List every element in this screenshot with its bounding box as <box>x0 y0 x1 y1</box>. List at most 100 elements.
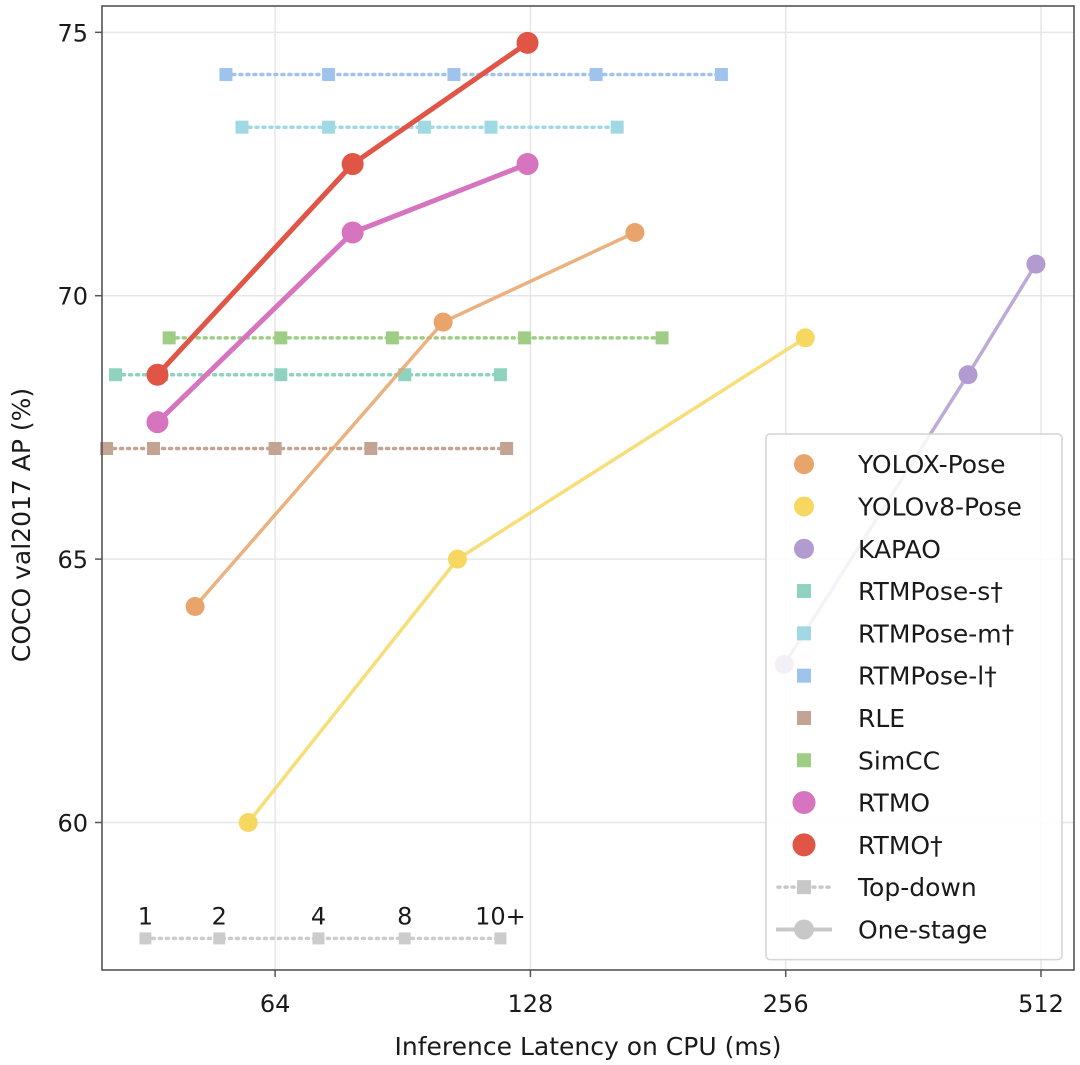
x-tick-label: 64 <box>260 990 291 1018</box>
series-line <box>155 40 529 377</box>
series-layer <box>100 31 1046 833</box>
legend-marker <box>797 626 811 641</box>
legend-item-rtmpose-l-dagger: RTMPose-l† <box>797 662 997 691</box>
legend-label: RTMPose-m† <box>858 619 1014 648</box>
legend-marker <box>797 753 811 768</box>
data-point <box>235 120 249 134</box>
legend-label: One-stage <box>858 915 987 944</box>
series-rtmo <box>146 153 539 434</box>
data-point <box>795 328 815 348</box>
batch-size-marker <box>398 932 411 945</box>
series-simcc <box>162 331 669 345</box>
plot-frame <box>101 5 1075 971</box>
legend-box <box>765 433 1063 961</box>
legend-label: RTMPose-l† <box>858 662 997 691</box>
data-point <box>146 441 160 455</box>
data-point <box>447 67 461 81</box>
data-point <box>274 368 288 382</box>
data-point <box>493 368 507 382</box>
series-yolox-pose <box>185 223 645 617</box>
data-point <box>516 153 539 176</box>
legend-marker <box>797 880 811 895</box>
data-point <box>385 331 399 345</box>
data-point <box>447 549 467 569</box>
y-tick-label: 65 <box>57 546 88 574</box>
legend-marker <box>797 584 811 599</box>
series-rtmpose-m-dagger <box>235 120 624 134</box>
data-point <box>1026 254 1046 274</box>
legend-item-top-down: Top-down <box>776 873 977 902</box>
data-point <box>417 120 431 134</box>
batch-size-legend: 1 2 4 8 10+ <box>138 902 526 945</box>
legend-label: YOLOX-Pose <box>857 450 1006 479</box>
y-axis-label: COCO val2017 AP (%) <box>7 388 36 662</box>
batch-size-marker <box>312 932 325 945</box>
legend-label: RLE <box>858 704 905 733</box>
data-point <box>518 331 532 345</box>
legend-label: RTMO† <box>858 831 943 860</box>
legend-item-kapao: KAPAO <box>794 535 941 564</box>
data-point <box>109 368 123 382</box>
y-tick-label: 70 <box>57 283 88 311</box>
data-point <box>714 67 728 81</box>
data-point <box>433 312 453 332</box>
legend: YOLOX-Pose YOLOv8-Pose KAPAO RTMPose-s† RTMP… <box>765 433 1063 961</box>
legend-label: KAPAO <box>858 535 941 564</box>
x-tick-label: 128 <box>507 990 553 1018</box>
legend-marker <box>794 454 814 475</box>
legend-item-rtmo-dagger: RTMO† <box>792 831 943 860</box>
x-tick-label: 256 <box>763 990 809 1018</box>
data-point <box>589 67 603 81</box>
data-point <box>185 597 205 617</box>
data-point <box>274 331 288 345</box>
legend-marker <box>792 791 816 815</box>
batch-size-label: 2 <box>212 902 227 930</box>
legend-label: RTMPose-s† <box>858 577 1003 606</box>
batch-size-marker <box>213 932 226 945</box>
data-point <box>238 813 258 833</box>
series-line <box>193 230 636 608</box>
series-line <box>155 161 529 424</box>
data-point <box>162 331 176 345</box>
y-tick-label: 60 <box>57 810 88 838</box>
legend-item-rtmpose-m-dagger: RTMPose-m† <box>797 619 1014 648</box>
data-point <box>958 365 978 385</box>
legend-marker <box>792 833 816 857</box>
data-point <box>655 331 669 345</box>
data-point <box>610 120 624 134</box>
data-point <box>322 67 336 81</box>
data-point <box>322 120 336 134</box>
legend-label: SimCC <box>858 746 940 775</box>
data-point <box>146 363 169 386</box>
data-point <box>500 441 514 455</box>
series-rtmo-dagger <box>146 31 539 386</box>
data-point <box>146 411 169 434</box>
legend-marker <box>794 919 814 940</box>
series-rtmpose-l-dagger <box>219 67 728 81</box>
legend-label: YOLOv8-Pose <box>857 492 1022 521</box>
batch-size-label: 8 <box>397 902 412 930</box>
data-point <box>341 153 364 176</box>
data-point <box>219 67 233 81</box>
batch-size-label: 4 <box>311 902 326 930</box>
series-rle <box>100 441 514 455</box>
data-point <box>268 441 282 455</box>
batch-size-marker <box>139 932 152 945</box>
legend-item-one-stage: One-stage <box>776 915 987 944</box>
series-yolov8-pose <box>238 328 815 833</box>
legend-item-rle: RLE <box>797 704 905 733</box>
data-point <box>516 31 539 54</box>
legend-marker <box>797 668 811 683</box>
legend-item-yolox-pose: YOLOX-Pose <box>794 450 1006 479</box>
series-rtmpose-s-dagger <box>109 368 507 382</box>
batch-size-label: 10+ <box>475 902 526 930</box>
legend-item-yolov8-pose: YOLOv8-Pose <box>794 492 1022 521</box>
batch-size-marker <box>494 932 507 945</box>
legend-marker <box>797 710 811 725</box>
legend-item-rtmpose-s-dagger: RTMPose-s† <box>797 577 1003 606</box>
legend-marker <box>794 496 814 517</box>
y-tick-label: 75 <box>57 19 88 47</box>
batch-size-label: 1 <box>138 902 153 930</box>
legend-item-rtmo: RTMO <box>792 789 930 818</box>
